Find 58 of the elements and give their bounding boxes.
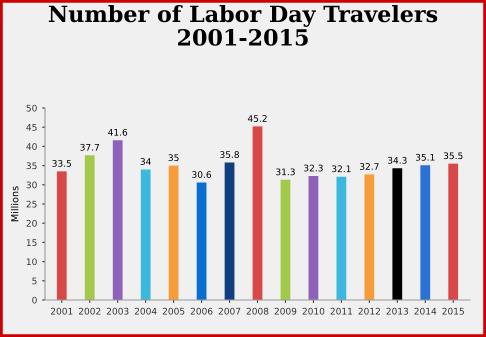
- x-tick-label: 2005: [162, 308, 184, 315]
- y-tick-label: 10: [26, 258, 37, 266]
- bar: [196, 182, 206, 300]
- x-tick-label: 2011: [330, 308, 352, 315]
- x-tick-label: 2008: [246, 308, 268, 315]
- bar: [280, 180, 290, 300]
- data-label: 32.1: [332, 165, 351, 172]
- x-tick-label: 2004: [134, 308, 157, 315]
- x-tick-label: 2015: [442, 308, 464, 315]
- data-label: 34.3: [388, 156, 407, 164]
- data-label: 32.3: [304, 164, 323, 172]
- bar: [84, 155, 95, 300]
- bar: [448, 164, 458, 300]
- x-tick-label: 2010: [302, 308, 324, 315]
- bar: [420, 165, 430, 300]
- x-tick-label: 2007: [218, 308, 240, 315]
- bar: [168, 166, 179, 300]
- data-label: 35.8: [220, 151, 239, 158]
- y-tick-label: 20: [26, 220, 37, 227]
- y-axis-title: Millions: [10, 186, 18, 222]
- y-tick-label: 40: [26, 143, 37, 150]
- bar: [392, 168, 402, 300]
- x-tick-label: 2012: [358, 308, 380, 315]
- bar: [252, 126, 262, 300]
- bar: [336, 176, 346, 300]
- y-tick-label: 5: [32, 278, 37, 284]
- y-tick-label: 15: [26, 239, 37, 246]
- y-tick-label: 45: [26, 124, 37, 131]
- y-tick-label: 35: [26, 162, 37, 170]
- data-label: 33.5: [52, 160, 72, 167]
- chart-title: Number of Labor Day Travelers 2001-2015: [48, 5, 438, 46]
- x-tick-label: 2001: [50, 308, 72, 315]
- y-tick-label: 30: [26, 182, 37, 188]
- data-label: 34: [140, 158, 151, 165]
- x-tick-label: 2014: [414, 308, 436, 315]
- data-label: 35.1: [416, 154, 434, 161]
- bar: [140, 169, 151, 300]
- data-label: 31.3: [276, 168, 295, 176]
- x-tick-label: 2002: [78, 308, 100, 315]
- x-tick-label: 2013: [386, 308, 408, 315]
- bar: [224, 162, 234, 300]
- data-label: 35.5: [444, 152, 462, 160]
- bar: [308, 176, 318, 300]
- x-tick-label: 2006: [190, 308, 212, 315]
- data-label: 30.6: [192, 171, 212, 178]
- x-tick-label: 2009: [274, 308, 296, 315]
- data-label: 41.6: [108, 128, 128, 136]
- y-tick-label: 50: [26, 104, 37, 112]
- data-label: 45.2: [248, 115, 267, 122]
- data-label: 35: [168, 154, 179, 162]
- y-tick-label: 25: [26, 200, 37, 208]
- data-label: 32.7: [360, 163, 379, 170]
- bar: [364, 174, 374, 300]
- x-tick-label: 2003: [106, 308, 128, 315]
- data-label: 37.7: [80, 144, 100, 151]
- bar: [56, 171, 67, 300]
- bar: [112, 140, 123, 300]
- y-tick-label: 0: [32, 296, 37, 304]
